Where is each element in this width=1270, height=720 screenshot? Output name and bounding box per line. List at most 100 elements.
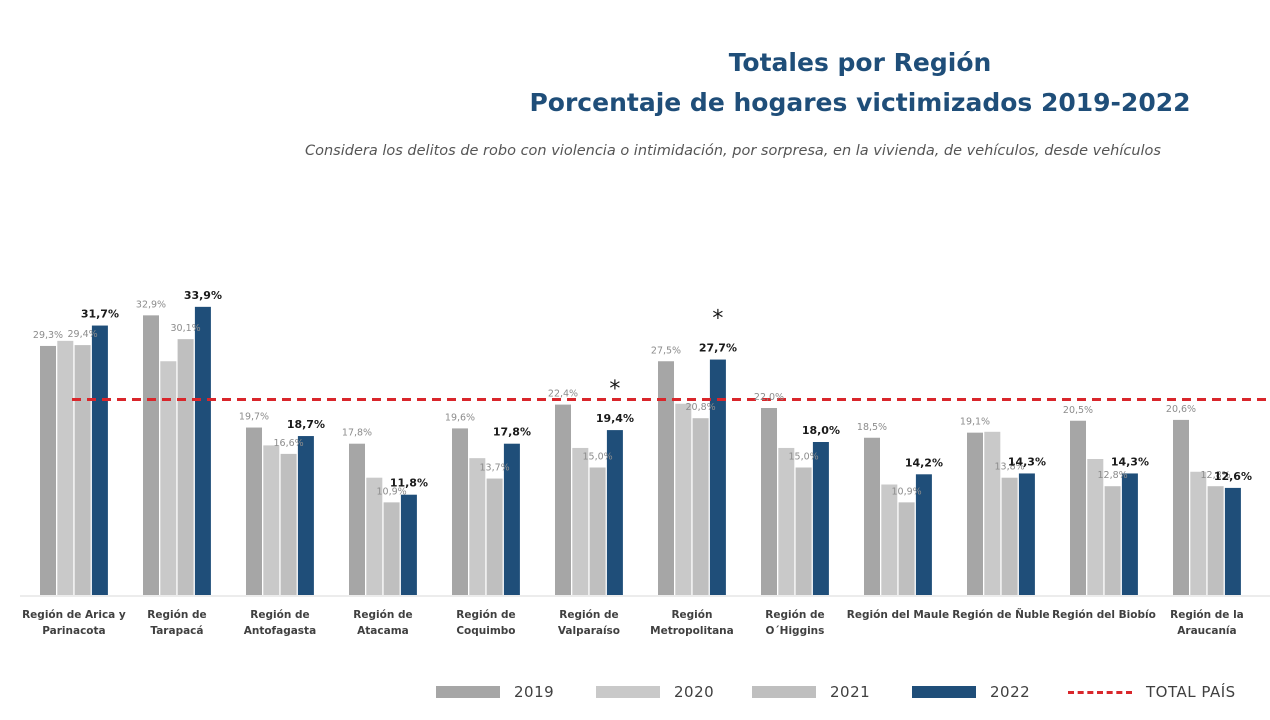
bar-2021-1 [177, 339, 194, 595]
chart-title: Totales por Región [728, 48, 992, 77]
bar-2022-1 [194, 306, 211, 595]
legend-label-2022: 2022 [990, 683, 1031, 701]
bar-2019-3 [349, 443, 365, 595]
data-label-2019-0: 29,3% [33, 330, 63, 341]
legend-label-total-pais: TOTAL PAÍS [1146, 683, 1236, 701]
category-label-7-1: O´Higgins [765, 625, 824, 637]
category-label-2-0: Región de [250, 609, 309, 621]
data-label-2022-3: 11,8% [390, 477, 428, 490]
data-label-2019-7: 22,0% [754, 392, 784, 403]
bars-layer [40, 306, 1241, 595]
bar-2022-2 [297, 436, 314, 595]
legend-item-2021: 2021 [752, 680, 870, 704]
bar-2019-2 [246, 427, 262, 595]
data-label-2021-7: 15,0% [789, 452, 819, 463]
legend-label-2020: 2020 [674, 683, 715, 701]
category-label-2-1: Antofagasta [244, 625, 316, 637]
bar-2022-6 [709, 359, 726, 595]
legend-swatch-2019 [436, 686, 500, 698]
chart-subtitle-main: Porcentaje de hogares victimizados 2019-… [529, 88, 1191, 117]
category-label-3-1: Atacama [357, 625, 409, 637]
legend-item-2019: 2019 [436, 680, 554, 704]
bar-2019-6 [658, 361, 674, 595]
data-label-2021-5: 15,0% [583, 452, 613, 463]
bar-2021-8 [898, 502, 915, 595]
bar-2019-10 [1070, 420, 1086, 595]
bar-2022-11 [1224, 487, 1241, 595]
bar-2020-8 [881, 484, 898, 595]
category-label-6-0: Región [671, 609, 712, 621]
category-label-0-1: Parinacota [42, 625, 105, 637]
bar-2021-5 [589, 467, 606, 595]
category-label-1-1: Tarapacá [150, 625, 203, 637]
bar-2020-3 [366, 477, 383, 595]
category-label-3-0: Región de [353, 609, 412, 621]
legend-label-2019: 2019 [514, 683, 555, 701]
bar-2020-1 [160, 361, 177, 595]
data-label-2019-4: 19,6% [445, 412, 475, 423]
bar-2019-0 [40, 345, 56, 595]
legend-item-2020: 2020 [596, 680, 714, 704]
bar-2021-0 [74, 345, 91, 595]
data-label-2019-1: 32,9% [136, 299, 166, 310]
category-label-4-1: Coquimbo [456, 625, 515, 637]
data-label-2021-2: 16,6% [274, 438, 304, 449]
bar-2020-9 [984, 431, 1001, 595]
category-label-7-0: Región de [765, 609, 824, 621]
bar-2022-0 [91, 325, 108, 595]
category-label-11-1: Araucanía [1177, 625, 1236, 637]
data-label-2022-4: 17,8% [493, 426, 531, 439]
bar-2020-5 [572, 447, 589, 595]
legend-swatch-2020 [596, 686, 660, 698]
bar-2021-10 [1104, 486, 1121, 595]
category-label-6-1: Metropolitana [650, 625, 734, 637]
bar-2020-7 [778, 447, 795, 595]
data-label-2021-4: 13,7% [480, 463, 510, 474]
data-label-2019-3: 17,8% [342, 428, 372, 439]
legend-item-total-pais: TOTAL PAÍS [1068, 680, 1236, 704]
bar-2019-1 [143, 315, 159, 595]
data-label-2021-1: 30,1% [171, 323, 201, 334]
bar-2020-11 [1190, 471, 1207, 595]
labels-layer: 29,3% 29,4% 31,7% 32,9% 30,1% 33,9% 19,7% 16,6%… [33, 289, 1252, 498]
bar-2019-11 [1173, 419, 1189, 595]
data-label-2022-10: 14,3% [1111, 455, 1149, 468]
data-label-2019-2: 19,7% [239, 412, 269, 423]
data-label-2019-5: 22,4% [548, 389, 578, 400]
legend-item-2022: 2022 [912, 680, 1030, 704]
category-label-10-0: Región del Biobío [1052, 609, 1156, 621]
bar-2021-4 [486, 478, 503, 595]
category-label-1-0: Región de [147, 609, 206, 621]
data-label-2021-3: 10,9% [377, 486, 407, 497]
data-label-2022-9: 14,3% [1008, 455, 1046, 468]
data-label-2021-8: 10,9% [892, 486, 922, 497]
category-label-11-0: Región de la [1170, 609, 1244, 621]
bar-2021-3 [383, 502, 400, 595]
category-label-9-0: Región de Ñuble [952, 608, 1049, 621]
data-label-2019-9: 19,1% [960, 417, 990, 428]
bar-2021-2 [280, 453, 297, 595]
data-label-2022-5: 19,4% [596, 412, 634, 425]
chart-legend: 2019 2020 2021 2022 TOTAL PAÍS [0, 680, 1270, 704]
bar-2021-6 [692, 418, 709, 595]
bar-2020-2 [263, 445, 280, 595]
bar-2021-11 [1207, 486, 1224, 595]
bar-2019-8 [864, 437, 880, 595]
bar-2020-6 [675, 403, 692, 595]
bar-2019-5 [555, 404, 571, 595]
bar-2019-4 [452, 428, 468, 595]
data-label-2021-0: 29,4% [68, 329, 98, 340]
data-label-2021-10: 12,8% [1098, 470, 1128, 481]
bar-2022-5 [606, 430, 623, 595]
data-label-2022-1: 33,9% [184, 289, 222, 302]
legend-swatch-2022 [912, 686, 976, 698]
bar-2020-0 [57, 340, 74, 595]
category-label-5-1: Valparaíso [558, 625, 620, 637]
category-label-5-0: Región de [559, 609, 618, 621]
legend-label-2021: 2021 [830, 683, 871, 701]
category-label-0-0: Región de Arica y [22, 609, 126, 621]
bar-2021-9 [1001, 477, 1018, 595]
significance-marker-6: * [712, 307, 723, 332]
bar-2020-4 [469, 458, 486, 595]
